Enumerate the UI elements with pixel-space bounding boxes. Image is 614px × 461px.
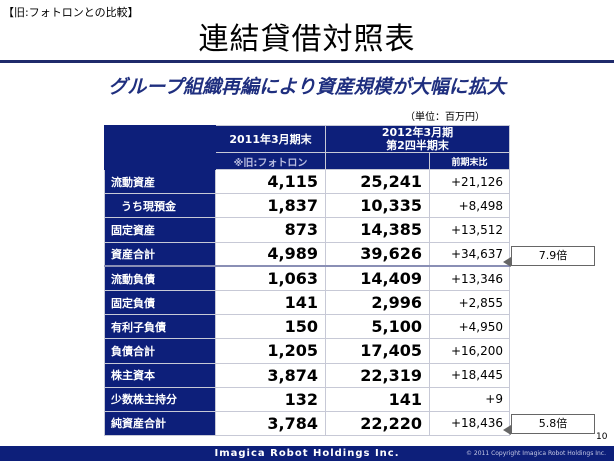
table-row: 負債合計 1,205 17,405 +16,200 <box>104 338 510 364</box>
callout-assets-multiple: 7.9倍 <box>511 246 595 266</box>
value-change: +4,950 <box>429 314 510 340</box>
value-2012: 14,409 <box>325 265 430 291</box>
balance-sheet-table: 2011年3月期末 2012年3月期 第2四半期末 ※旧:フォトロン 前期末比 … <box>104 125 510 437</box>
value-change: +8,498 <box>429 193 510 219</box>
table-row: 少数株主持分 132 141 +9 <box>104 386 510 412</box>
row-label: 負債合計 <box>104 338 216 364</box>
value-2011: 132 <box>215 386 326 412</box>
row-label: 流動資産 <box>104 168 216 195</box>
header-period1: 2011年3月期末 <box>215 125 326 153</box>
table-row: 固定資産 873 14,385 +13,512 <box>104 217 510 243</box>
value-2011: 873 <box>215 217 326 243</box>
callout-arrow-assets <box>503 257 511 267</box>
header-diff: 前期末比 <box>429 152 510 170</box>
value-2011: 4,989 <box>215 241 326 267</box>
value-2011: 3,874 <box>215 362 326 388</box>
table-row: 流動資産 4,115 25,241 +21,126 <box>104 168 510 195</box>
value-change: +2,855 <box>429 289 510 316</box>
row-label: 資産合計 <box>104 241 216 267</box>
value-2012: 22,220 <box>325 410 430 437</box>
value-change: +13,346 <box>429 265 510 291</box>
footer-copyright: © 2011 Copyright Imagica Robot Holdings … <box>465 450 606 457</box>
header-blank <box>325 152 430 170</box>
value-2011: 4,115 <box>215 168 326 195</box>
row-label: 流動負債 <box>104 265 216 291</box>
value-change: +13,512 <box>429 217 510 243</box>
header-period2: 2012年3月期 第2四半期末 <box>325 125 510 153</box>
table-body: 流動資産 4,115 25,241 +21,126 うち現預金 1,837 10,335 +8… <box>104 168 510 437</box>
row-label: 固定資産 <box>104 217 216 243</box>
row-label: 少数株主持分 <box>104 386 216 412</box>
value-2012: 14,385 <box>325 217 430 243</box>
footer-brand: Imagica Robot Holdings Inc. <box>214 448 400 459</box>
row-label: 株主資本 <box>104 362 216 388</box>
table-row: 株主資本 3,874 22,319 +18,445 <box>104 362 510 388</box>
footer-bar: Imagica Robot Holdings Inc. © 2011 Copyr… <box>0 446 614 461</box>
row-label: 純資産合計 <box>104 410 216 437</box>
value-2012: 39,626 <box>325 241 430 267</box>
value-change: +34,637 <box>429 241 510 267</box>
value-2012: 10,335 <box>325 193 430 219</box>
row-label: 有利子負債 <box>104 314 216 340</box>
table-row: 流動負債 1,063 14,409 +13,346 <box>104 265 510 291</box>
value-2011: 1,205 <box>215 338 326 364</box>
row-label: 固定負債 <box>104 289 216 316</box>
page-subtitle: グループ組織再編により資産規模が大幅に拡大 <box>108 76 506 98</box>
callout-arrow-equity <box>503 425 511 435</box>
value-2011: 141 <box>215 289 326 316</box>
header-period2-year: 2012年3月期 <box>381 126 454 139</box>
comparison-note: 【旧:フォトロンとの比較】 <box>3 6 139 19</box>
page-title: 連結貸借対照表 <box>198 22 416 57</box>
value-change: +18,436 <box>429 410 510 437</box>
callout-equity-multiple: 5.8倍 <box>511 414 595 434</box>
value-2012: 17,405 <box>325 338 430 364</box>
header-period1-note: ※旧:フォトロン <box>215 152 326 170</box>
value-2011: 150 <box>215 314 326 340</box>
value-2012: 141 <box>325 386 430 412</box>
table-row: 有利子負債 150 5,100 +4,950 <box>104 314 510 340</box>
table-row: 純資産合計 3,784 22,220 +18,436 <box>104 410 510 437</box>
page-number: 10 <box>596 432 608 442</box>
value-2012: 22,319 <box>325 362 430 388</box>
value-2012: 25,241 <box>325 168 430 195</box>
value-2011: 1,063 <box>215 265 326 291</box>
value-2011: 3,784 <box>215 410 326 437</box>
title-divider <box>0 60 614 63</box>
value-change: +16,200 <box>429 338 510 364</box>
value-change: +21,126 <box>429 168 510 195</box>
row-label: うち現預金 <box>104 193 216 219</box>
header-period2-quarter: 第2四半期末 <box>386 139 449 152</box>
table-row: 固定負債 141 2,996 +2,855 <box>104 289 510 316</box>
value-change: +9 <box>429 386 510 412</box>
table-row: うち現預金 1,837 10,335 +8,498 <box>104 193 510 219</box>
value-2012: 2,996 <box>325 289 430 316</box>
table-row: 資産合計 4,989 39,626 +34,637 <box>104 241 510 267</box>
header-corner <box>104 125 216 170</box>
unit-label: （単位：百万円） <box>405 112 485 123</box>
value-2012: 5,100 <box>325 314 430 340</box>
value-2011: 1,837 <box>215 193 326 219</box>
value-change: +18,445 <box>429 362 510 388</box>
